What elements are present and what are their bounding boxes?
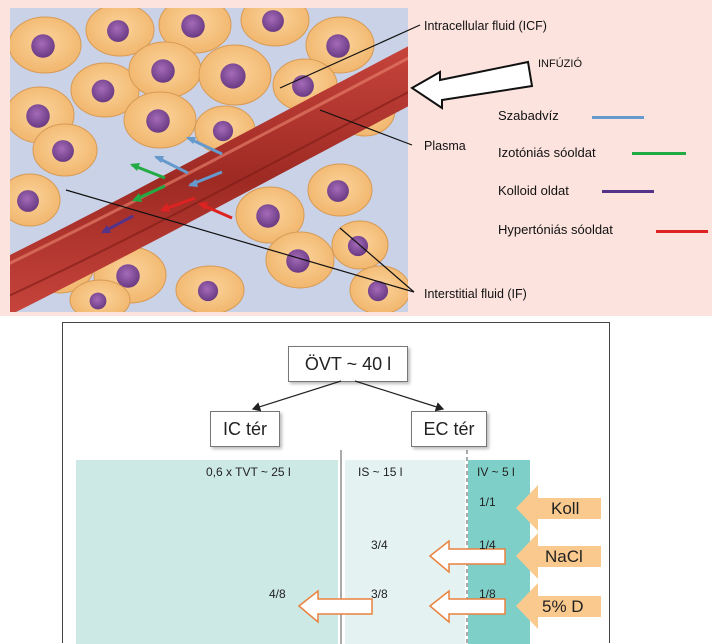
- cell-nucleus: [146, 109, 170, 133]
- nacl-iv-fraction: 1/4: [479, 538, 496, 552]
- dextrose-iv-fraction: 1/8: [479, 587, 496, 601]
- infusion-arrow: [410, 60, 534, 110]
- legend-free-water-label: Szabadvíz: [498, 108, 559, 123]
- ic-space-box: IC tér: [210, 411, 280, 447]
- koll-iv-fraction: 1/1: [479, 495, 496, 509]
- nacl-label: NaCl: [545, 547, 583, 566]
- flow-arrowheads: [101, 137, 208, 233]
- infusion-label: INFÚZIÓ: [538, 58, 582, 70]
- dextrose-to-ic-arrow: [297, 589, 373, 624]
- cell-nucleus: [286, 249, 310, 273]
- if-label: Interstitial fluid (IF): [424, 287, 527, 301]
- cell-nucleus: [256, 204, 280, 228]
- cell-nucleus: [116, 264, 140, 288]
- dextrose-ic-fraction: 4/8: [269, 587, 286, 601]
- cell-nucleus: [26, 104, 50, 128]
- cell-nucleus: [327, 180, 349, 202]
- iv-volume-label: IV ~ 5 l: [477, 465, 515, 479]
- cell-nucleus: [326, 34, 350, 58]
- cell-nucleus: [197, 280, 219, 302]
- legend-colloid-label: Kolloid oldat: [498, 183, 569, 198]
- cell-nucleus: [17, 190, 39, 212]
- cell-nucleus: [262, 10, 284, 32]
- nacl-arrow: [516, 533, 601, 579]
- legend-hypertonic-label: Hypertóniás sóoldat: [498, 222, 613, 237]
- dextrose-is-fraction: 3/8: [371, 587, 388, 601]
- ec-space-box: EC tér: [411, 411, 487, 447]
- legend-colloid-swatch: [602, 190, 654, 193]
- legend-hypertonic-swatch: [656, 230, 708, 233]
- leader-lines: [65, 24, 421, 293]
- distribution-diagram: ÖVT ~ 40 l IC tér EC tér 0,6 x TVT ~ 25 …: [62, 322, 610, 644]
- is-volume-label: IS ~ 15 l: [358, 465, 403, 479]
- cell-nucleus: [181, 14, 205, 38]
- cell-nucleus: [31, 34, 55, 58]
- ic-compartment: [76, 460, 338, 644]
- cell-nucleus: [91, 79, 115, 103]
- icf-label: Intracellular fluid (ICF): [424, 19, 547, 33]
- koll-arrow: [516, 485, 601, 531]
- cell-nucleus: [292, 75, 314, 97]
- dextrose-arrow: [516, 583, 601, 629]
- diagram-connectors: [76, 380, 601, 644]
- blood-vessel: [10, 46, 408, 312]
- fluid-compartments-illustration: Intracellular fluid (ICF) INFÚZIÓ Plasma…: [0, 0, 712, 316]
- cell-nucleus: [212, 120, 234, 142]
- cells-and-vessel-drawing: [10, 8, 534, 312]
- dextrose-label: 5% D: [542, 597, 584, 616]
- nacl-is-fraction: 3/4: [371, 538, 388, 552]
- cell-nucleus: [107, 20, 129, 42]
- legend-isotonic-swatch: [632, 152, 686, 155]
- cell-nucleus: [151, 59, 175, 83]
- nacl-to-is-arrow: [428, 539, 506, 574]
- ic-volume-label: 0,6 x TVT ~ 25 l: [206, 465, 291, 479]
- cell-nucleus: [52, 140, 74, 162]
- total-body-water-box: ÖVT ~ 40 l: [288, 346, 408, 382]
- cell-nucleus: [367, 280, 389, 302]
- cell-nucleus: [220, 63, 246, 89]
- legend-free-water-swatch: [592, 116, 644, 119]
- koll-label: Koll: [551, 499, 580, 518]
- plasma-label: Plasma: [424, 139, 466, 153]
- dextrose-to-is-arrow: [428, 589, 506, 624]
- legend-isotonic-label: Izotóniás sóoldat: [498, 145, 596, 160]
- cell-nucleus: [89, 292, 107, 310]
- cell-nucleus: [347, 235, 369, 257]
